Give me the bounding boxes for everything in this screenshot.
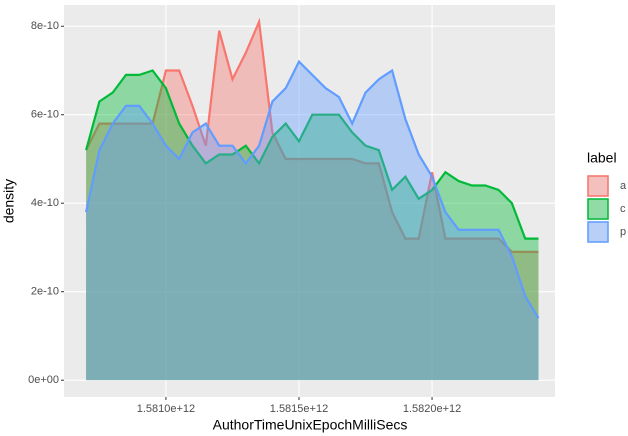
y-axis-title: density: [1, 179, 17, 223]
area: [86, 70, 539, 381]
y-tick-label: 2e-10: [31, 286, 59, 298]
legend-key: [587, 221, 609, 243]
y-tick-label: 6e-10: [31, 109, 59, 121]
x-axis-title: AuthorTimeUnixEpochMilliSecs: [213, 417, 408, 433]
area: [86, 61, 539, 381]
legend-key-bg: [587, 221, 609, 243]
legend-key-bg: [587, 175, 609, 197]
x-tick-label: 1.5815e+12: [270, 403, 328, 415]
line: [85, 17, 539, 253]
legend-label: c: [620, 203, 626, 215]
panel: [64, 5, 555, 397]
line: [85, 69, 539, 240]
legend-label: a: [620, 180, 627, 192]
x-tick-label: 1.5820e+12: [403, 403, 461, 415]
legend-title: label: [587, 150, 617, 166]
y-tick-label: 8e-10: [31, 20, 59, 32]
legend-key: [587, 198, 609, 220]
legend-key-bg: [587, 198, 609, 220]
legend-label: p: [620, 226, 626, 238]
line: [85, 59, 540, 319]
area: [86, 21, 539, 381]
legend-key: [587, 175, 609, 197]
x-tick-label: 1.5810e+12: [137, 403, 195, 415]
y-tick-label: 4e-10: [31, 197, 59, 209]
y-tick-label: 0e+00: [28, 374, 59, 386]
